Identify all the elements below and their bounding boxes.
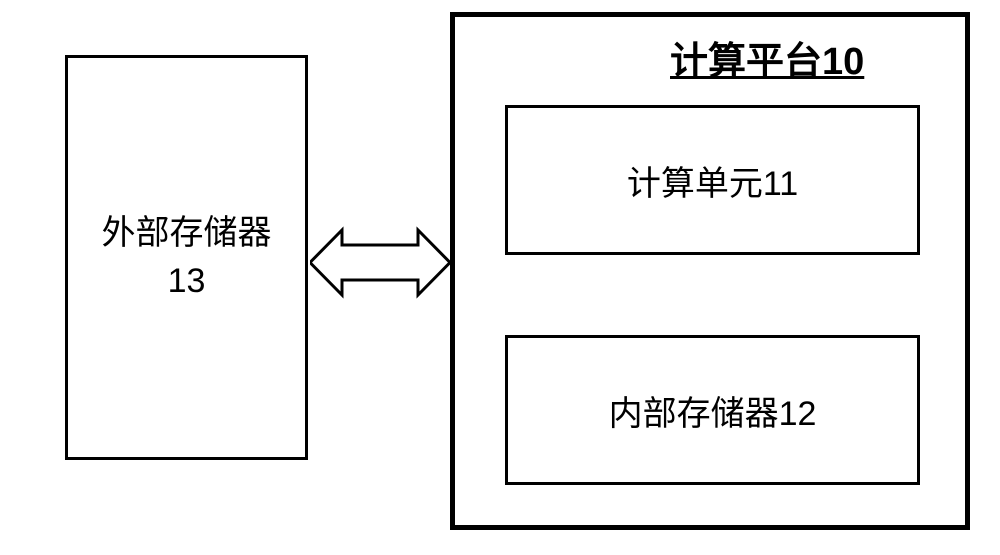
bidirectional-arrow — [310, 225, 450, 305]
compute-unit-box: 计算单元11 — [505, 105, 920, 255]
external-storage-box: 外部存储器 13 — [65, 55, 308, 460]
internal-storage-box: 内部存储器12 — [505, 335, 920, 485]
arrow-svg — [310, 225, 450, 300]
diagram-container: 外部存储器 13 计算平台10 计算单元11 内部存储器12 — [0, 0, 1000, 555]
internal-storage-label: 内部存储器12 — [609, 386, 817, 435]
external-storage-label: 外部存储器 13 — [102, 210, 272, 305]
external-storage-label-line1: 外部存储器 — [102, 210, 272, 258]
platform-box: 计算平台10 计算单元11 内部存储器12 — [450, 12, 970, 530]
compute-unit-label: 计算单元11 — [627, 156, 798, 205]
platform-title: 计算平台10 — [670, 30, 864, 85]
external-storage-label-line2: 13 — [102, 258, 272, 306]
